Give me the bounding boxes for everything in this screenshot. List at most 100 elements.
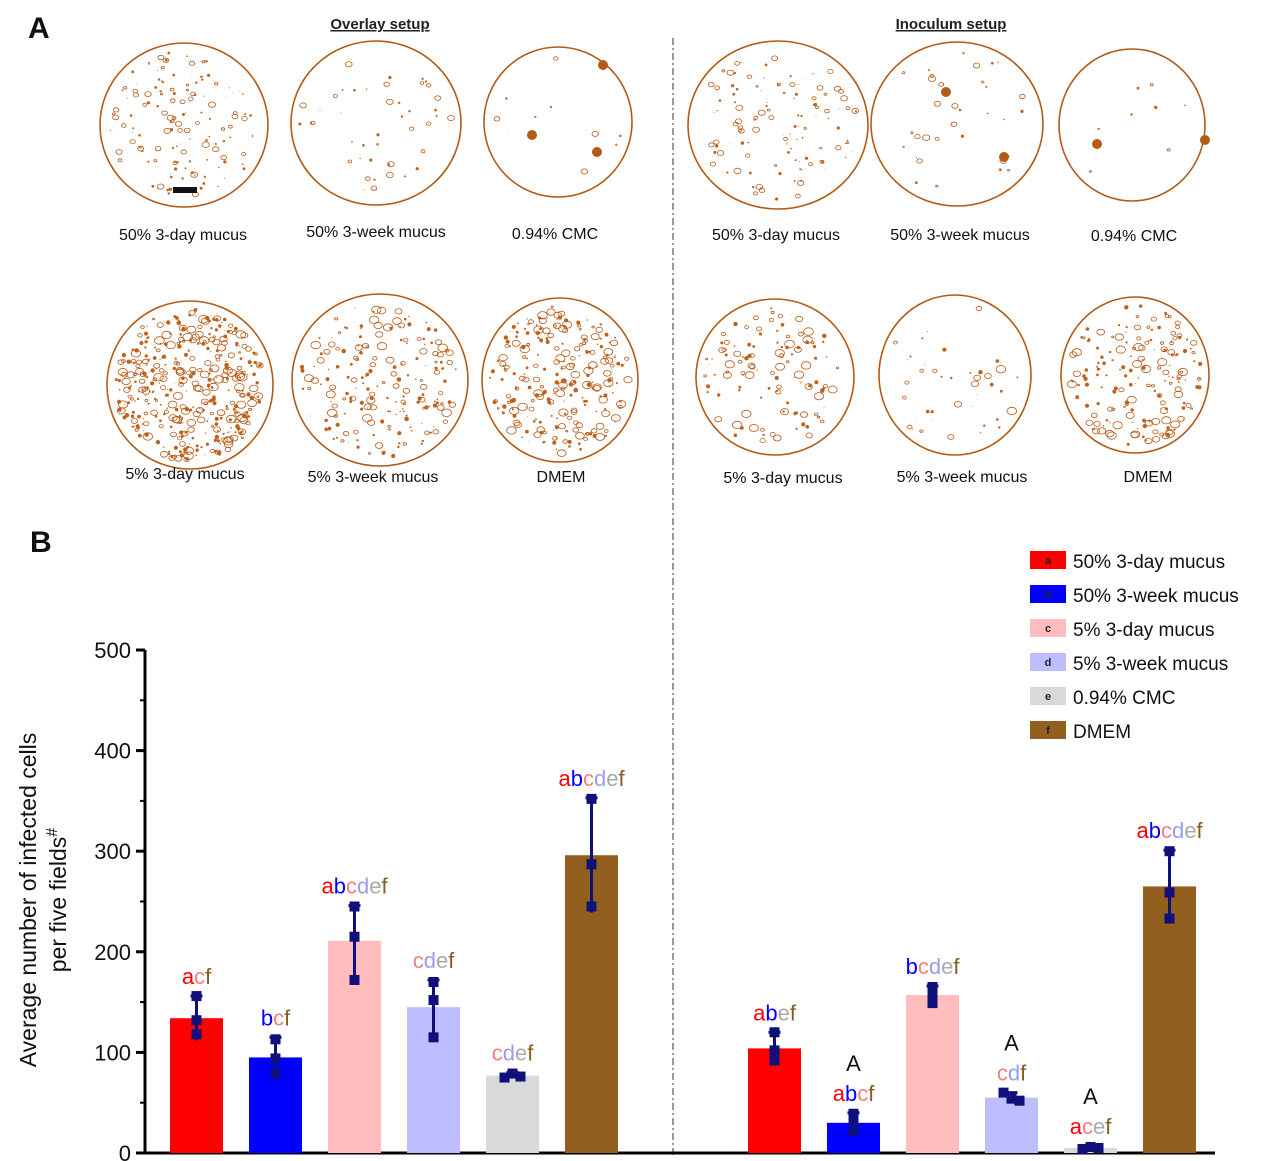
cell-speck <box>161 330 172 339</box>
cell-speck <box>930 410 934 414</box>
data-point <box>848 1114 859 1125</box>
well-outline <box>99 42 269 208</box>
cell-speck <box>1142 418 1146 423</box>
cell-speck <box>902 395 907 400</box>
cell-speck <box>360 407 364 411</box>
cell-speck <box>565 429 569 433</box>
caption-overlay-6: DMEM <box>537 469 586 486</box>
cell-speck <box>298 122 302 126</box>
cell-speck <box>579 447 582 451</box>
legend: a 50% 3-day mucus b 50% 3-week mucus c 5% 3-d… <box>1030 551 1239 743</box>
cell-speck <box>167 192 170 195</box>
cell-speck <box>570 356 576 361</box>
cell-speck <box>252 372 256 377</box>
cell-speck <box>1182 401 1186 405</box>
caption-overlay-5: 5% 3-week mucus <box>308 469 439 486</box>
cell-speck <box>216 409 226 417</box>
cell-speck <box>300 364 304 369</box>
cell-speck <box>117 379 121 383</box>
cell-cluster <box>527 130 537 140</box>
cell-speck <box>816 85 824 91</box>
cell-speck <box>212 401 217 406</box>
cell-speck <box>224 330 226 332</box>
cell-speck <box>212 378 214 381</box>
cell-speck <box>219 442 222 445</box>
cell-speck <box>789 75 792 78</box>
cell-speck <box>554 346 560 351</box>
cell-speck <box>203 175 207 178</box>
cell-speck <box>522 355 527 359</box>
cell-speck <box>1126 442 1130 446</box>
cell-speck <box>1132 346 1137 350</box>
cell-speck <box>199 370 210 379</box>
cell-speck <box>1129 382 1133 387</box>
cell-speck <box>1125 402 1129 406</box>
cell-speck <box>186 418 197 427</box>
cell-speck <box>369 391 376 397</box>
cell-speck <box>542 441 545 444</box>
cell-speck <box>364 176 371 182</box>
cell-speck <box>823 169 825 170</box>
cell-speck <box>749 364 756 370</box>
cell-speck <box>133 363 135 365</box>
cell-speck <box>1168 375 1170 377</box>
significance-letters: abcdef <box>1136 818 1203 843</box>
cell-speck <box>386 396 389 400</box>
cell-speck <box>505 97 508 100</box>
cell-speck <box>962 52 965 55</box>
cell-speck <box>389 410 392 413</box>
cell-speck <box>253 360 257 365</box>
cell-speck <box>927 75 936 82</box>
cell-speck <box>194 121 200 125</box>
cell-speck <box>527 416 528 417</box>
significance-letters: cdef <box>413 948 456 973</box>
cell-speck <box>165 393 169 397</box>
cell-speck <box>624 356 630 361</box>
cell-speck <box>733 72 737 75</box>
cell-speck <box>785 334 790 339</box>
cell-speck <box>822 386 825 390</box>
cell-speck <box>912 428 913 430</box>
cell-speck <box>1173 428 1176 431</box>
data-point <box>428 1032 439 1043</box>
cell-speck <box>160 80 163 82</box>
cell-speck <box>789 82 796 87</box>
cell-speck <box>592 383 602 391</box>
cell-speck <box>1184 104 1186 107</box>
cell-speck <box>201 141 210 148</box>
cell-speck <box>738 359 743 364</box>
cell-speck <box>746 74 753 79</box>
cell-speck <box>713 139 720 145</box>
cell-speck <box>1107 406 1114 412</box>
cell-speck <box>756 369 758 371</box>
cell-speck <box>204 432 207 434</box>
data-point <box>270 1068 281 1079</box>
cell-speck <box>1170 420 1181 429</box>
cell-speck <box>150 409 158 416</box>
cell-speck <box>1097 361 1100 365</box>
cell-speck <box>735 104 744 111</box>
cell-speck <box>168 187 172 191</box>
cell-speck <box>391 453 396 459</box>
cell-speck <box>1197 385 1202 390</box>
data-point <box>586 859 597 870</box>
cell-speck <box>228 362 230 364</box>
significance-letters: acef <box>1070 1114 1113 1139</box>
cell-speck <box>496 359 500 363</box>
cell-speck <box>324 418 328 423</box>
cell-speck <box>753 191 759 196</box>
cell-speck <box>815 116 817 118</box>
cell-speck <box>823 406 825 408</box>
cell-speck <box>732 92 736 96</box>
cell-speck <box>432 350 439 357</box>
data-point <box>586 901 597 912</box>
cell-speck <box>512 414 517 418</box>
cell-speck <box>1111 407 1116 411</box>
cell-speck <box>345 326 349 330</box>
well-2 <box>290 40 462 206</box>
cell-speck <box>762 433 765 436</box>
cell-speck <box>195 454 197 457</box>
cell-speck <box>137 426 140 430</box>
cell-speck <box>827 117 829 120</box>
cell-speck <box>553 392 555 395</box>
